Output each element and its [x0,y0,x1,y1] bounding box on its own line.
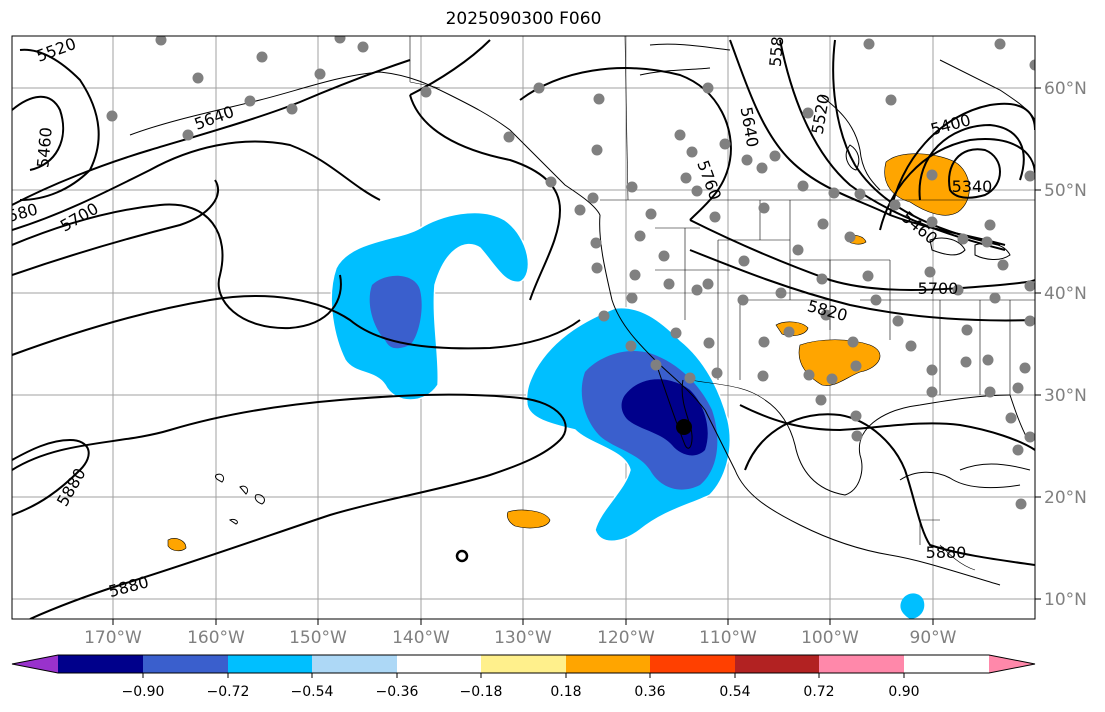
lon-label: 120°W [597,628,655,648]
colorbar-tick-label: −0.36 [376,684,419,700]
lon-label: 170°W [84,628,142,648]
positive-anomaly-region [506,509,551,529]
lon-label: 130°W [494,628,552,648]
colorbar-segment [58,655,143,673]
colorbar-segment [904,655,989,673]
colorbar-tick-label: 0.36 [634,684,665,700]
extreme-negative-anomaly-region [621,379,708,456]
colorbar-tick-label: 0.72 [803,684,834,700]
lon-label: 160°W [187,628,245,648]
lon-label: 110°W [699,628,757,648]
station-markers [106,36,1035,510]
colorbar-tick-label: −0.54 [291,684,334,700]
political-borders [409,36,1035,571]
colorbar-tick-label: 0.90 [888,684,919,700]
colorbar-segment [228,655,312,673]
lon-label: 150°W [289,628,347,648]
colorbar-segment [481,655,566,673]
colorbar-tick-label: 0.54 [719,684,750,700]
strong-negative-anomaly-region [369,275,422,349]
contour-label: 5460 [33,126,55,168]
contour-label: 5340 [952,177,993,196]
lon-label: 140°W [392,628,450,648]
colorbar-segment [397,655,481,673]
colorbar-segment [735,655,819,673]
closed-contour-marker [455,549,469,563]
latitude-labels: 60°N 50°N 40°N 30°N 20°N 10°N [1044,79,1087,610]
colorbar-tick-label: 0.18 [550,684,581,700]
colorbar-tick-label: −0.90 [122,684,165,700]
contour-label: 5700 [918,279,959,298]
positive-anomaly-region [167,538,187,552]
colorbar-segment [143,655,228,673]
lon-ticks [112,619,934,625]
lat-label: 50°N [1044,181,1087,201]
lat-ticks [1035,87,1041,600]
negative-anomaly-region [330,211,530,401]
lon-label: 90°W [910,628,957,648]
colorbar-segment [819,655,904,673]
colorbar-max-arrow [989,655,1035,673]
contour-label: 558 [766,35,788,67]
colorbar-segment [312,655,397,673]
colorbar-segments [58,655,989,673]
colorbar-tick-label: −0.72 [207,684,250,700]
colorbar: −0.90 −0.72 −0.54 −0.36 −0.18 0.18 0.36 … [11,654,1036,700]
height-contours [12,39,1035,619]
lat-label: 60°N [1044,79,1087,99]
contour-label: 5880 [926,543,967,562]
colorbar-min-arrow [12,655,58,673]
map-title: 2025090300 F060 [445,9,602,29]
negative-anomaly-region [900,593,925,619]
lon-label: 100°W [801,628,859,648]
colorbar-tick-label: −0.18 [460,684,503,700]
longitude-labels: 170°W 160°W 150°W 140°W 130°W 120°W 110°… [84,628,957,648]
low-center-marker [676,419,692,435]
lat-label: 10°N [1044,590,1087,610]
colorbar-segment [566,655,650,673]
lat-label: 40°N [1044,284,1087,304]
lat-label: 30°N [1044,386,1087,406]
colorbar-ticks [142,673,905,678]
colorbar-segment [650,655,735,673]
lat-label: 20°N [1044,488,1087,508]
